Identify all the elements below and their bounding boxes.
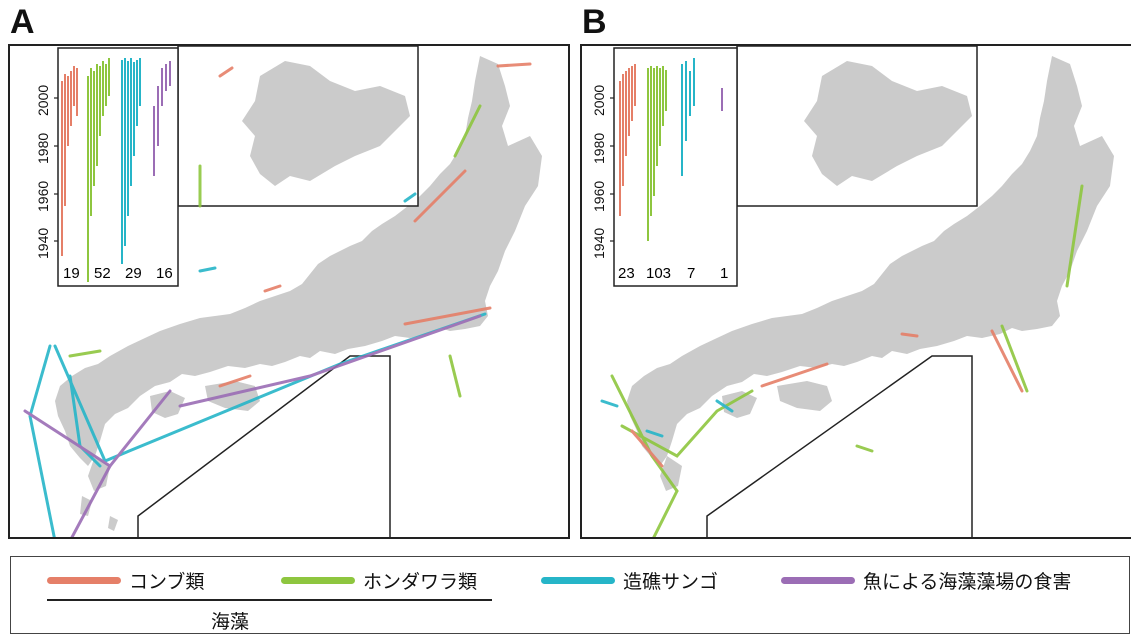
- legend-item-coral: 造礁サンゴ: [541, 567, 718, 593]
- legend-label-fish-grazing: 魚による海藻藻場の食害: [863, 570, 1072, 593]
- legend-swatch-fish-grazing: [781, 576, 855, 584]
- inset-b-count-2: 103: [646, 265, 671, 282]
- legend-label-kombu: コンブ類: [129, 570, 205, 593]
- inset-a-count-2: 52: [94, 265, 111, 282]
- inset-b-box: [610, 47, 738, 287]
- legend-label-sargassum: ホンダワラ類: [363, 570, 478, 593]
- inset-b-counts: 23 103 7 1: [618, 265, 728, 282]
- hokkaido-inset: [177, 46, 419, 207]
- panel-a-letter: A: [10, 3, 35, 41]
- inset-a-count-4: 16: [156, 265, 173, 282]
- inset-b-count-3: 7: [687, 265, 695, 282]
- legend-swatch-sargassum: [281, 576, 355, 584]
- okinawa-inset: [137, 355, 391, 537]
- inset-a-count-1: 19: [63, 265, 80, 282]
- panel-b-map: 23 103 7 1 1940 1960 1980 2000: [580, 44, 1131, 539]
- legend-item-sargassum: ホンダワラ類: [281, 567, 477, 593]
- shift-arrows-a: [23, 62, 532, 537]
- japan-land: [55, 56, 542, 531]
- inset-b-ytick-1960: 1960: [591, 181, 607, 212]
- inset-a-y-ticks: 1940 1960 1980 2000: [35, 85, 51, 259]
- legend-item-fish-grazing: 魚による海藻藻場の食害: [781, 567, 1071, 593]
- legend-swatch-coral: [541, 576, 615, 584]
- shift-arrows-b: [600, 184, 1084, 537]
- legend-swatch-kombu: [47, 576, 121, 584]
- panel-a-map: 19 52 29 16 1940 1960 1980 2000: [8, 44, 570, 539]
- inset-a-counts: 19 52 29 16: [63, 265, 173, 282]
- inset-b-ytick-2000: 2000: [591, 85, 607, 116]
- inset-a-ytick-2000: 2000: [35, 85, 51, 116]
- inset-b-ytick-1940: 1940: [591, 228, 607, 259]
- legend-group-bracket: [47, 599, 492, 601]
- inset-a-count-3: 29: [125, 265, 142, 282]
- inset-a-box: [54, 47, 179, 287]
- inset-b-bars: [619, 58, 723, 241]
- inset-a-ytick-1960: 1960: [35, 181, 51, 212]
- panel-b-letter: B: [582, 3, 607, 41]
- inset-b-count-4: 1: [720, 265, 728, 282]
- inset-a-ytick-1940: 1940: [35, 228, 51, 259]
- inset-b-y-ticks: 1940 1960 1980 2000: [591, 85, 607, 259]
- panel-b-svg: 23 103 7 1 1940 1960 1980 2000: [591, 46, 1114, 537]
- inset-a-bars: [61, 58, 171, 282]
- inset-b-count-1: 23: [618, 265, 635, 282]
- legend-item-kombu: コンブ類: [47, 567, 204, 593]
- inset-b-ytick-1980: 1980: [591, 133, 607, 164]
- legend-label-coral: 造礁サンゴ: [623, 570, 719, 593]
- panel-a-svg: 19 52 29 16 1940 1960 1980 2000: [23, 46, 542, 537]
- legend: コンブ類 ホンダワラ類 造礁サンゴ 魚による海藻藻場の食害 海藻: [10, 556, 1130, 634]
- legend-group-label: 海藻: [211, 611, 250, 633]
- hokkaido-inset-b: [736, 46, 978, 207]
- inset-a-ytick-1980: 1980: [35, 133, 51, 164]
- okinawa-inset-b: [706, 355, 973, 537]
